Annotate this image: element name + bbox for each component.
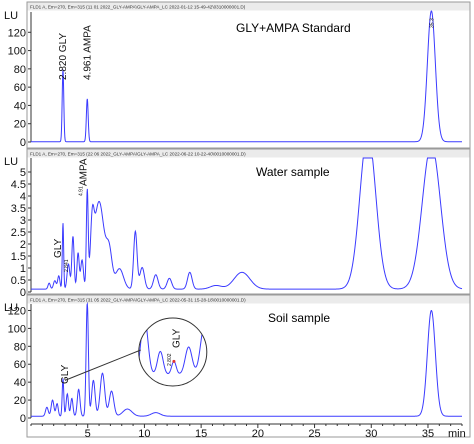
x-tick-label: 35	[422, 428, 434, 439]
y-tick-label: 120	[8, 305, 26, 317]
y-tick-label: 0.5	[11, 275, 26, 287]
panel-3: FLD1 A, Em=270, Em=315 (31 05 2022_GLY-A…	[4, 294, 471, 440]
panel-header-text: FLD1 A, Em=270, Em=315 (31 05 2022_GLY-A…	[30, 298, 246, 303]
y-axis-unit-label: LU	[4, 156, 18, 168]
y-tick-label: 2	[20, 239, 26, 251]
panel-header-band	[27, 2, 470, 11]
peak-label: 4.961 AMPA	[82, 25, 93, 80]
peak-label-gly: GLY	[53, 238, 64, 258]
small-peak-label: 2.841	[64, 259, 70, 272]
y-tick-label: 40	[14, 377, 26, 389]
y-tick-label: 5	[20, 167, 26, 179]
panel-header-text: FLD1 A, Em=270, Em=315 (22 06 2022_GLY-A…	[30, 152, 246, 157]
x-tick-label: 5	[85, 428, 91, 439]
panel-frame	[26, 294, 471, 438]
y-tick-label: 40	[14, 100, 26, 112]
y-tick-label: 4.5	[11, 179, 26, 191]
panel-title: Soil sample	[268, 311, 330, 325]
y-tick-label: 60	[14, 82, 26, 94]
y-tick-label: 20	[14, 395, 26, 407]
x-tick-label: 10	[138, 428, 150, 439]
panel-header-band	[27, 149, 470, 158]
apex-label: 35.3	[429, 18, 435, 28]
y-tick-label: 60	[14, 359, 26, 371]
y-tick-label: 3	[20, 215, 26, 227]
panel-2: FLD1 A, Em=270, Em=315 (22 06 2022_GLY-A…	[4, 148, 471, 299]
x-tick-label: 15	[195, 428, 207, 439]
y-axis-unit-label: LU	[4, 302, 18, 314]
chromatogram-trace	[31, 157, 463, 290]
panel-header-band	[27, 295, 470, 304]
x-tick-label: 30	[365, 428, 377, 439]
inset-peak-marker	[172, 359, 176, 363]
inset-trace	[138, 317, 207, 375]
y-tick-label: 80	[14, 341, 26, 353]
x-axis-unit-label: min	[448, 428, 466, 439]
chromatogram-trace	[31, 10, 462, 143]
x-tick-label: 20	[252, 428, 264, 439]
peak-label-gly: GLY	[60, 364, 71, 384]
y-tick-label: 1	[20, 263, 26, 275]
y-tick-label: 0	[20, 287, 26, 299]
panel-1: FLD1 A, Em=270, Em=315 (11 01 2022_GLY-A…	[4, 1, 471, 149]
panel-title: Water sample	[256, 165, 330, 179]
inset-connector	[64, 349, 141, 381]
x-tick-label: 25	[308, 428, 320, 439]
chromatogram-trace	[31, 302, 462, 417]
inset-circle	[138, 317, 208, 387]
y-tick-label: 100	[8, 46, 26, 58]
inset-peak-label: GLY	[172, 328, 183, 348]
peak-label-ampa: AMPA	[78, 158, 89, 186]
y-tick-label: 2.5	[11, 227, 26, 239]
panel-frame	[26, 148, 471, 295]
y-tick-label: 0	[20, 413, 26, 425]
small-peak-label: 4.91	[78, 186, 84, 196]
y-tick-label: 80	[14, 64, 26, 76]
peak-label: 2.820 GLY	[58, 33, 69, 80]
y-axis-unit-label: LU	[4, 10, 18, 22]
y-tick-label: 100	[8, 323, 26, 335]
inset-value-label: 2.802	[167, 353, 173, 366]
panel-header-text: FLD1 A, Em=270, Em=315 (11 01 2022_GLY-A…	[30, 5, 246, 10]
panel-title: GLY+AMPA Standard	[236, 21, 351, 35]
y-tick-label: 4	[20, 191, 26, 203]
y-tick-label: 1.5	[11, 251, 26, 263]
y-tick-label: 20	[14, 119, 26, 131]
y-tick-label: 120	[8, 27, 26, 39]
y-tick-label: 3.5	[11, 203, 26, 215]
panel-frame	[26, 1, 471, 149]
y-tick-label: 0	[20, 137, 26, 149]
